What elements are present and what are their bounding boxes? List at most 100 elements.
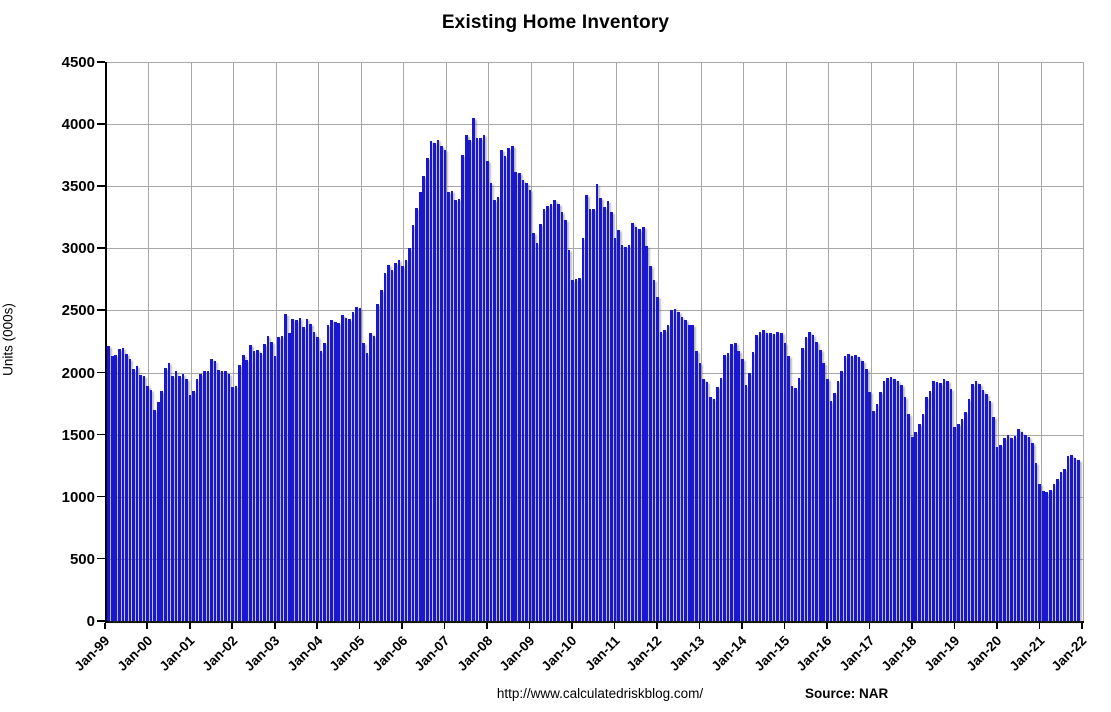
bar: [425, 158, 429, 621]
gridline-horizontal: [107, 434, 1084, 436]
bar: [719, 377, 723, 621]
bar: [879, 391, 882, 621]
y-tick-label: 1000: [61, 488, 95, 506]
y-tick-mark: [97, 61, 105, 63]
bar: [829, 401, 833, 621]
bar: [486, 161, 489, 621]
bar: [379, 289, 383, 621]
bar: [210, 358, 213, 621]
bar: [783, 342, 787, 621]
bar: [532, 233, 535, 621]
x-tick-mark: [273, 623, 276, 629]
bar: [992, 417, 995, 621]
bar: [907, 413, 910, 621]
bar: [174, 370, 178, 621]
bar: [1010, 438, 1013, 621]
bar: [666, 324, 670, 621]
gridline-vertical: [700, 62, 702, 621]
x-tick-mark: [1038, 623, 1041, 629]
bar: [344, 317, 348, 621]
bar: [475, 137, 479, 621]
bar: [712, 398, 716, 621]
y-tick-mark: [97, 247, 105, 249]
bar: [946, 381, 949, 621]
bar: [886, 377, 889, 621]
bar: [709, 397, 712, 621]
bar: [447, 192, 450, 621]
bar: [811, 335, 815, 621]
bar: [500, 150, 503, 621]
bar: [1006, 434, 1010, 621]
bar: [868, 392, 872, 621]
bar: [171, 376, 174, 621]
bar: [953, 427, 957, 621]
gridline-vertical: [233, 62, 235, 621]
bar: [287, 333, 291, 621]
x-tick-mark: [1081, 623, 1083, 629]
bar: [921, 413, 925, 621]
bar: [730, 344, 733, 621]
bar: [436, 139, 440, 621]
bar: [755, 335, 758, 621]
bar: [433, 143, 436, 621]
bar: [164, 368, 167, 621]
bar: [1052, 483, 1056, 621]
bar: [797, 378, 801, 621]
bar: [574, 279, 578, 621]
bar: [510, 146, 514, 621]
bar: [372, 335, 376, 621]
bar: [440, 146, 443, 621]
bar: [429, 140, 433, 621]
bar: [362, 343, 365, 621]
bar: [882, 381, 886, 621]
bar: [192, 390, 195, 621]
bar: [900, 384, 903, 621]
bar: [726, 353, 730, 621]
bar: [291, 318, 295, 621]
y-axis-title: Units (000s): [0, 303, 16, 376]
bar: [875, 403, 879, 621]
bar: [843, 356, 847, 621]
bar: [610, 212, 613, 621]
x-tick-mark: [571, 623, 573, 629]
bar: [365, 353, 369, 621]
bar: [252, 350, 256, 621]
bar: [266, 335, 270, 621]
gridline-vertical: [445, 62, 447, 621]
bar: [302, 326, 305, 621]
bar: [758, 331, 762, 621]
x-tick-mark: [613, 623, 616, 629]
bar: [280, 335, 284, 621]
bar: [503, 156, 507, 621]
bar: [468, 139, 472, 621]
bar: [146, 386, 149, 621]
bar: [461, 155, 464, 621]
bar: [723, 355, 726, 621]
bar: [641, 227, 645, 621]
y-tick-label: 0: [86, 613, 95, 630]
gridline-vertical: [828, 62, 830, 621]
y-tick-label: 500: [69, 550, 95, 568]
bar: [387, 265, 390, 621]
bar: [298, 317, 302, 621]
bar: [489, 183, 493, 621]
bar: [454, 199, 457, 621]
footer-source-label: Source: NAR: [805, 686, 889, 701]
y-tick-mark: [97, 557, 105, 560]
bar: [634, 227, 638, 621]
bar: [1063, 468, 1066, 621]
bar: [167, 362, 171, 621]
bar: [804, 336, 808, 621]
bar: [652, 280, 656, 621]
x-tick-mark: [996, 623, 998, 629]
bar: [971, 383, 974, 621]
bar: [638, 229, 641, 621]
bar: [942, 379, 946, 621]
bar: [588, 208, 592, 621]
bar: [160, 391, 164, 621]
bar: [422, 176, 426, 621]
bar: [815, 341, 818, 621]
bar: [507, 148, 510, 621]
bar: [903, 397, 907, 621]
bar: [220, 370, 224, 621]
